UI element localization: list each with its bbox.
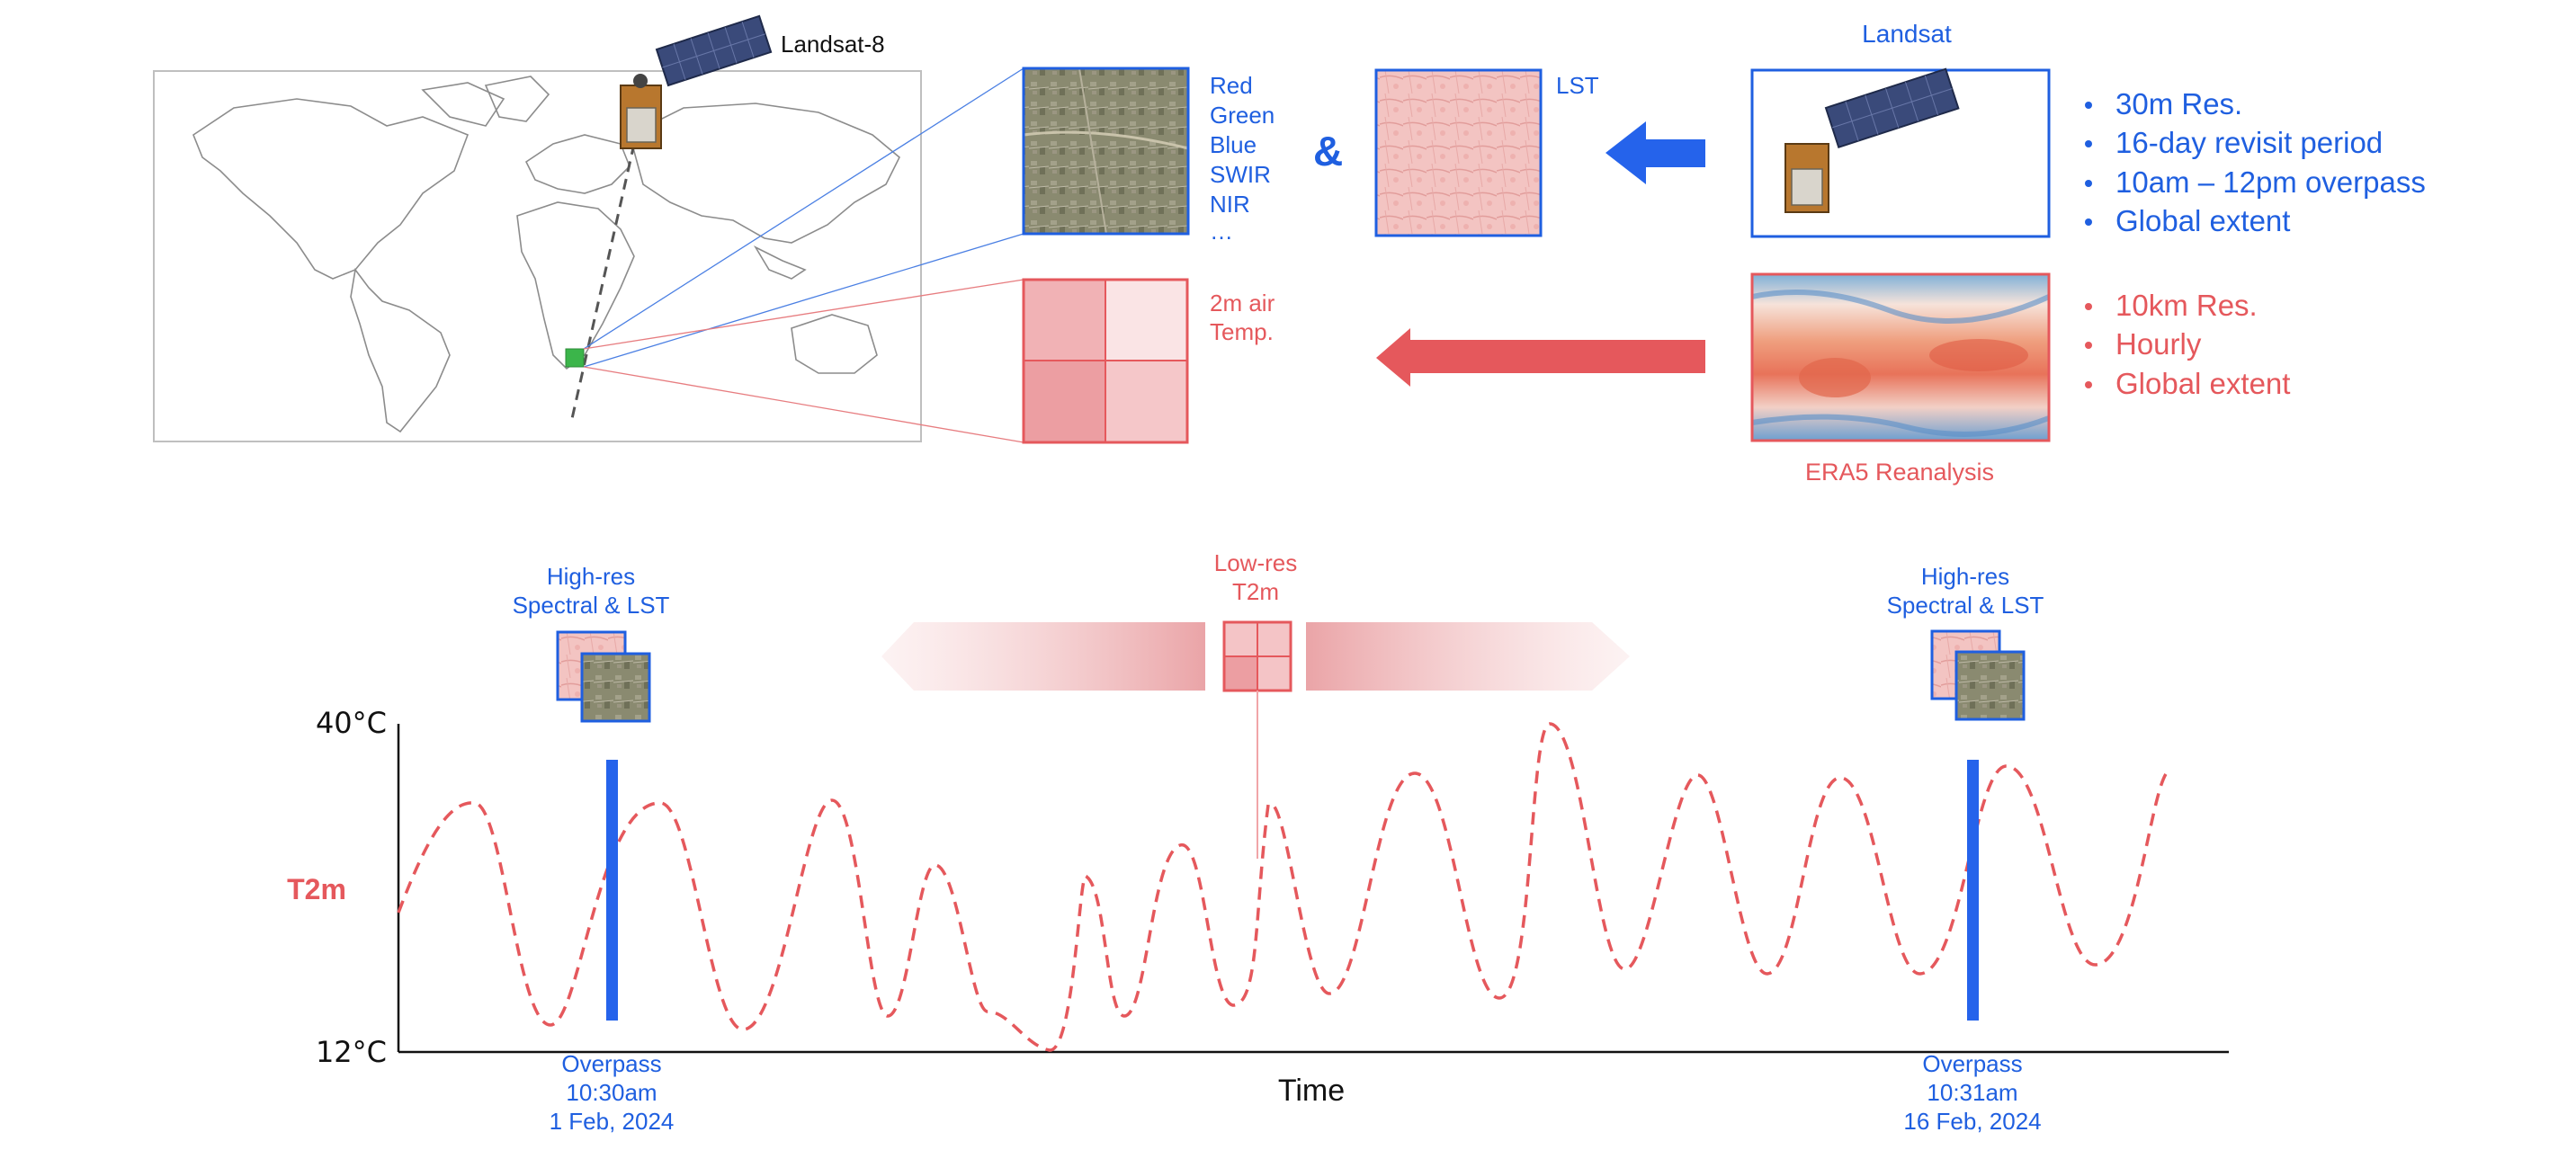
bullet-item: 10am – 12pm overpass: [2115, 165, 2426, 199]
band-label: Blue: [1210, 131, 1257, 158]
era-grid-label-line2: Temp.: [1210, 318, 1274, 345]
mid-caption-line1: Low-res: [1214, 549, 1297, 576]
stacked-thumbnails-right: [1930, 629, 2026, 721]
t2m-curve: [397, 722, 2169, 1052]
band-label: Green: [1210, 102, 1275, 129]
world-map: [153, 67, 1024, 443]
overpass-title: Overpass: [1922, 1050, 2022, 1077]
y-axis-min-label: 12°C: [316, 1035, 387, 1069]
overpass-time: 10:31am: [1927, 1079, 2017, 1106]
overpass-title: Overpass: [561, 1050, 661, 1077]
arrow-left-icon: [1606, 121, 1705, 184]
overpass-bar-1: [606, 760, 618, 1021]
left-caption-line2: Spectral & LST: [513, 592, 670, 619]
mid-caption-line2: T2m: [1232, 578, 1279, 605]
fade-arrow-left: [881, 622, 1205, 691]
overpass-bar-2: [1967, 760, 1979, 1021]
era5-global-temperature-map: [1750, 272, 2051, 442]
lst-heatmap-thumbnail: [1374, 68, 1543, 237]
bullet-item: Global extent: [2115, 367, 2290, 400]
spectral-band-list: Red Green Blue SWIR NIR …: [1210, 72, 1275, 245]
satellite-image-thumbnail: [1022, 67, 1190, 236]
overpass-time: 10:30am: [566, 1079, 657, 1106]
left-caption-line1: High-res: [547, 563, 635, 590]
fade-arrow-right: [1306, 622, 1630, 691]
ground-track-line: [569, 143, 636, 423]
bullet-item: 16-day revisit period: [2115, 126, 2383, 159]
blue-connectors: [583, 67, 1024, 368]
band-label: …: [1210, 218, 1233, 245]
overpass-date: 16 Feb, 2024: [1903, 1108, 2041, 1135]
era5-caption: ERA5 Reanalysis: [1805, 459, 1994, 486]
satellite-icon: [1784, 67, 1960, 213]
red-connectors: [583, 279, 1024, 443]
world-map-frame: [153, 70, 922, 442]
x-axis-label: Time: [1278, 1074, 1345, 1108]
overpass-label-2: Overpass 10:31am 16 Feb, 2024: [1903, 1050, 2041, 1135]
arrow-left-icon: [1376, 328, 1705, 387]
era-grid-label-line1: 2m air: [1210, 290, 1275, 316]
y-axis-max-label: 40°C: [316, 706, 387, 740]
right-caption-line1: High-res: [1921, 563, 2009, 590]
band-label: Red: [1210, 72, 1253, 99]
continent-outlines: [192, 76, 900, 433]
landsat-bullets: 30m Res. 16-day revisit period 10am – 12…: [2085, 87, 2426, 237]
era5-bullets: 10km Res. Hourly Global extent: [2085, 289, 2290, 400]
landsat-panel-title: Landsat: [1862, 20, 1952, 48]
overpass-label-1: Overpass 10:30am 1 Feb, 2024: [550, 1050, 675, 1135]
bullet-item: Global extent: [2115, 204, 2290, 237]
right-caption-line2: Spectral & LST: [1887, 592, 2044, 619]
lst-label: LST: [1556, 72, 1599, 99]
band-label: SWIR: [1210, 161, 1271, 188]
stacked-thumbnails-left: [556, 630, 651, 723]
satellite-icon: [620, 14, 773, 149]
bullet-item: 30m Res.: [2115, 87, 2242, 120]
band-label: NIR: [1210, 191, 1250, 218]
grid-icon: [1222, 620, 1292, 692]
roi-marker: [565, 348, 585, 368]
bullet-item: Hourly: [2115, 327, 2202, 361]
grid-icon: [1022, 278, 1189, 444]
overpass-date: 1 Feb, 2024: [550, 1108, 675, 1135]
ampersand: &: [1313, 128, 1343, 174]
bullet-item: 10km Res.: [2115, 289, 2258, 322]
satellite-label: Landsat-8: [781, 31, 885, 58]
y-axis-label: T2m: [287, 873, 346, 905]
